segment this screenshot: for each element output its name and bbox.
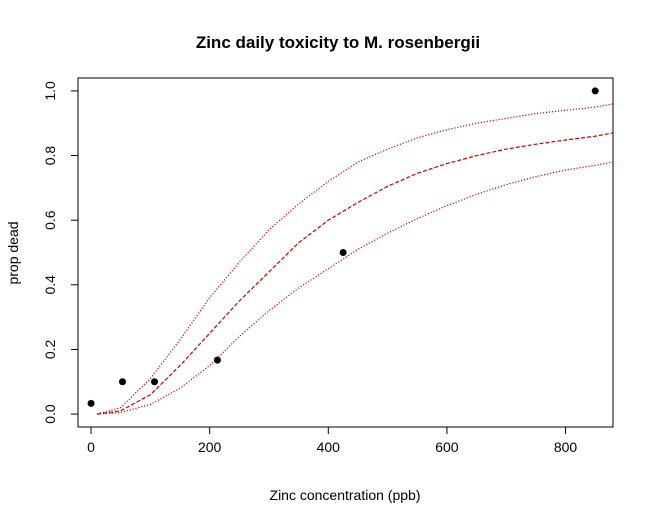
data-point <box>87 399 95 407</box>
data-point <box>339 249 347 256</box>
x-tick-label: 400 <box>317 439 341 455</box>
x-tick-label: 200 <box>198 439 222 455</box>
y-axis-label: prop dead <box>5 221 21 284</box>
y-tick-label: 0.6 <box>42 210 58 230</box>
y-tick-label: 0.0 <box>42 404 58 424</box>
x-tick-label: 800 <box>554 439 578 455</box>
data-point <box>151 378 159 386</box>
confidence-curve <box>96 161 614 415</box>
chart-title: Zinc daily toxicity to M. rosenbergii <box>196 33 480 52</box>
y-tick-label: 0.8 <box>42 146 58 166</box>
y-tick-label: 1.0 <box>42 81 58 101</box>
x-axis-label: Zinc concentration (ppb) <box>270 487 421 503</box>
data-point <box>591 87 599 95</box>
x-tick-label: 0 <box>87 439 95 455</box>
confidence-curve <box>96 103 614 415</box>
y-axis: 0.0 0.2 0.4 0.6 0.8 1.0 <box>42 81 79 424</box>
fit-curves <box>96 103 614 415</box>
data-point <box>213 356 221 364</box>
y-tick-label: 0.2 <box>42 340 58 360</box>
fit-curve <box>96 132 614 415</box>
data-point <box>118 378 126 386</box>
y-tick-label: 0.4 <box>42 275 58 295</box>
x-axis: 0 200 400 600 800 <box>87 426 578 455</box>
x-tick-label: 600 <box>435 439 459 455</box>
observed-points <box>87 87 599 407</box>
